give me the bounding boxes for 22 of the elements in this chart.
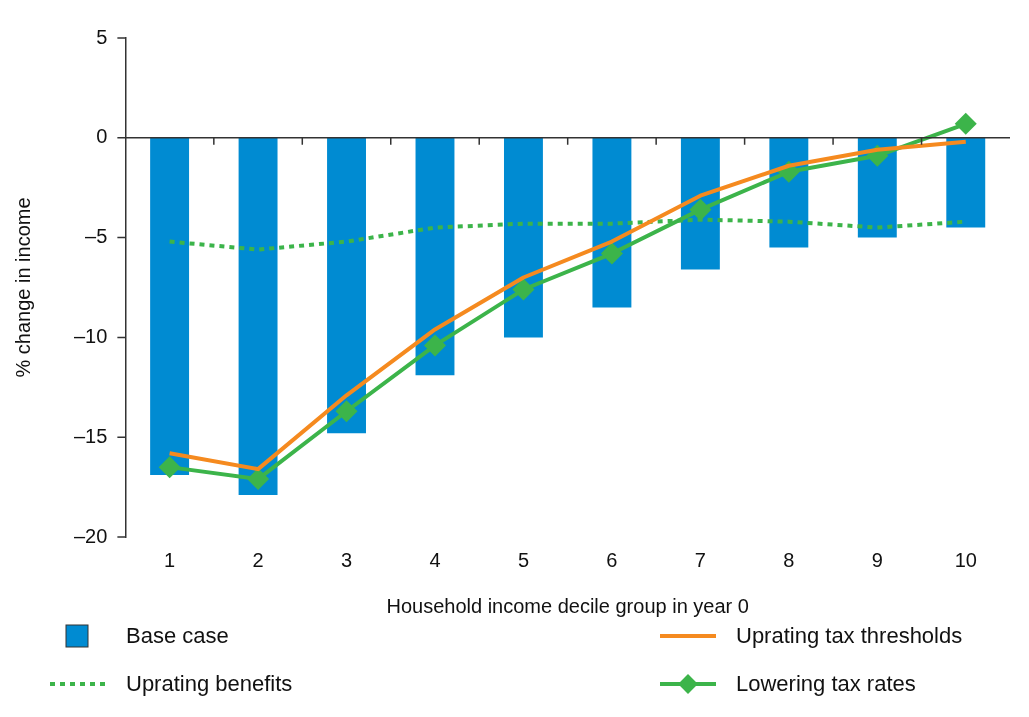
x-tick-label: 8 (783, 548, 795, 571)
legend-label: Uprating tax thresholds (736, 623, 963, 649)
x-axis-title: Household income decile group in year 0 (386, 594, 749, 617)
x-tick-label: 9 (871, 548, 883, 571)
y-tick-label: 0 (96, 125, 108, 148)
y-tick-label: 5 (96, 25, 108, 48)
legend-label: Uprating benefits (126, 671, 293, 697)
y-tick-label: –10 (73, 324, 108, 347)
y-tick-label: –15 (73, 424, 108, 447)
x-tick-label: 10 (954, 548, 977, 571)
x-tick-label: 2 (252, 548, 264, 571)
legend-label: Lowering tax rates (736, 671, 916, 697)
y-axis-title: % change in income (11, 197, 34, 378)
legend-label: Base case (126, 623, 229, 649)
x-tick-label: 3 (340, 548, 353, 571)
x-tick-label: 4 (429, 548, 441, 571)
x-tick-label: 6 (606, 548, 618, 571)
y-tick-label: –5 (85, 225, 108, 248)
x-tick-label: 1 (164, 548, 176, 571)
y-tick-label: –20 (73, 524, 108, 547)
x-tick-label: 5 (517, 548, 530, 571)
x-tick-label: 7 (694, 548, 706, 571)
